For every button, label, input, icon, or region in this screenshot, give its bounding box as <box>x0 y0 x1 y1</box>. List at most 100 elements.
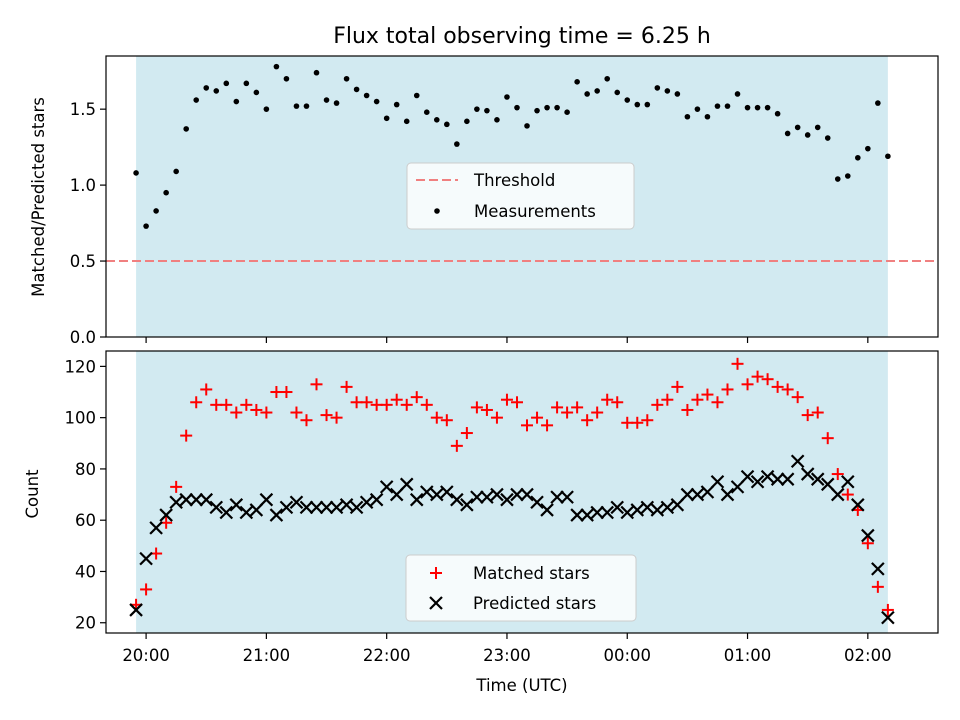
matched-star-marker <box>571 401 584 414</box>
matched-star-marker <box>410 391 423 404</box>
matched-star-marker <box>170 480 183 493</box>
predicted-star-marker-b <box>490 487 504 502</box>
measurement-point <box>664 88 671 94</box>
predicted-star-marker <box>780 472 795 486</box>
legend-threshold-label: Threshold <box>473 171 555 190</box>
predicted-star-marker <box>389 487 404 502</box>
measurement-point <box>213 88 220 94</box>
predicted-star-marker <box>269 508 284 522</box>
predicted-star-marker-b <box>660 500 675 515</box>
matched-star-marker <box>140 583 153 596</box>
matched-star-marker <box>230 406 243 419</box>
predicted-star-marker-b <box>219 505 234 520</box>
predicted-star-marker-b <box>289 495 304 510</box>
measurement-point <box>754 104 761 111</box>
measurement-point <box>774 110 781 117</box>
predicted-star-marker <box>580 508 594 522</box>
matched-star-marker <box>490 411 503 424</box>
predicted-star-marker-b <box>299 500 314 515</box>
legend-matched-swatch <box>430 567 442 579</box>
top-y-tick-label: 0.0 <box>70 328 96 347</box>
matched-star-marker <box>601 393 614 406</box>
predicted-star-marker <box>359 495 374 510</box>
bottom-x-tick-label: 02:00 <box>844 646 892 665</box>
predicted-star-marker <box>430 487 444 502</box>
top-panel: 0.0 0.5 1.0 1.5 Matched/Predicted stars Thr… <box>29 55 939 347</box>
predicted-star-marker-b <box>540 503 554 517</box>
predicted-star-marker-b <box>700 485 715 499</box>
predicted-star-marker <box>800 467 815 481</box>
measurement-point <box>253 89 260 96</box>
bottom-y-axis-label: Count <box>23 469 42 519</box>
predicted-star-marker <box>239 505 254 520</box>
predicted-star-marker-b <box>770 472 785 486</box>
predicted-star-marker-b <box>841 474 855 489</box>
matched-star-marker <box>701 388 714 401</box>
matched-star-marker <box>180 429 193 442</box>
matched-star-marker <box>561 406 574 419</box>
predicted-star-marker <box>480 490 494 504</box>
predicted-star-marker-b <box>630 503 645 517</box>
matched-star-marker <box>691 393 704 406</box>
matched-star-marker <box>521 419 534 432</box>
matched-star-marker <box>330 411 343 424</box>
measurement-point <box>133 170 139 176</box>
predicted-star-marker-b <box>871 562 885 576</box>
predicted-star-marker <box>510 487 524 502</box>
predicted-star-marker <box>550 490 564 504</box>
matched-star-marker <box>190 396 203 409</box>
predicted-star-marker-b <box>640 500 655 515</box>
predicted-star-marker-b <box>881 610 895 625</box>
matched-star-marker <box>871 580 884 593</box>
predicted-star-marker-b <box>510 487 524 502</box>
predicted-star-marker-b <box>740 469 755 484</box>
predicted-star-marker <box>329 500 344 515</box>
matched-star-marker <box>210 398 223 411</box>
bottom-x-tick-label: 01:00 <box>724 646 772 665</box>
measurement-point <box>514 104 520 111</box>
matched-star-marker <box>721 383 734 396</box>
predicted-star-marker <box>851 498 865 512</box>
predicted-star-marker <box>690 487 705 502</box>
predicted-star-marker <box>740 469 755 484</box>
predicted-star-marker <box>610 500 625 515</box>
matched-star-marker <box>741 378 754 391</box>
predicted-star-marker-b <box>169 495 183 510</box>
predicted-star-marker-b <box>680 487 695 502</box>
matched-star-marker <box>380 398 393 411</box>
predicted-star-marker-b <box>379 480 394 494</box>
matched-star-marker <box>551 401 564 414</box>
predicted-star-marker-b <box>610 500 625 515</box>
matched-star-marker <box>430 411 443 424</box>
predicted-star-marker-b <box>139 551 153 566</box>
bottom-x-tick-label: 23:00 <box>483 646 531 665</box>
measurement-point <box>293 103 300 109</box>
predicted-star-marker <box>169 495 183 510</box>
measurement-point <box>153 208 159 214</box>
predicted-star-marker-b <box>419 485 434 499</box>
predicted-star-marker <box>349 500 364 515</box>
predicted-star-marker-b <box>430 487 444 502</box>
predicted-star-marker <box>460 498 474 512</box>
predicted-star-marker-b <box>600 505 614 520</box>
measurement-point <box>393 101 400 108</box>
measurement-point <box>283 75 290 82</box>
predicted-star-marker <box>159 508 173 522</box>
measurement-point <box>313 69 320 76</box>
predicted-star-marker <box>309 500 324 515</box>
predicted-star-marker <box>650 503 665 517</box>
measurement-point <box>484 107 490 114</box>
measurement-point <box>584 91 590 97</box>
legend-predicted-swatch <box>429 596 443 610</box>
predicted-star-marker <box>490 487 504 502</box>
measurement-point <box>594 88 600 94</box>
matched-star-marker <box>200 383 213 396</box>
matched-star-marker <box>621 416 634 429</box>
measurement-point <box>714 103 721 109</box>
predicted-star-marker <box>660 500 675 515</box>
predicted-star-marker-b <box>790 454 805 469</box>
predicted-star-marker <box>249 503 264 517</box>
predicted-star-marker-b <box>470 490 484 504</box>
predicted-star-marker <box>279 500 294 515</box>
matched-star-marker <box>480 403 493 416</box>
